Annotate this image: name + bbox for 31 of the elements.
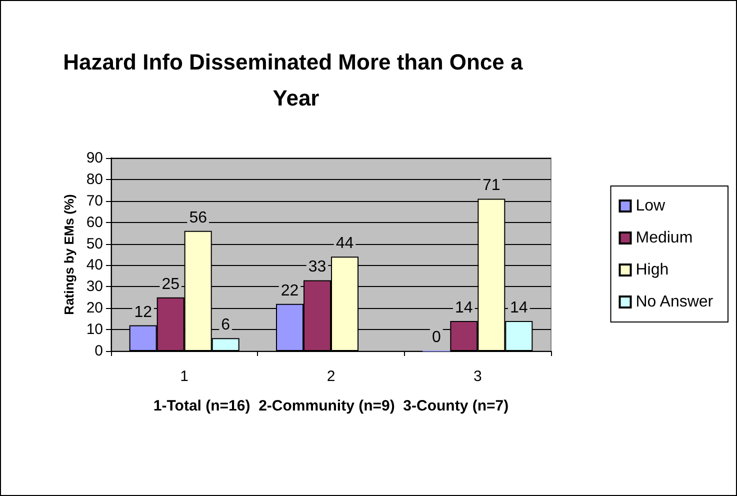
y-tick-label: 0 — [94, 342, 103, 360]
legend-label: High — [636, 262, 669, 278]
data-label: 25 — [162, 276, 180, 293]
data-label: 12 — [134, 304, 152, 321]
y-tick-label: 20 — [86, 300, 103, 317]
y-tick-label: 50 — [86, 235, 103, 252]
y-tick-label: 10 — [86, 321, 103, 338]
x-axis-title: 1-Total (n=16) 2-Community (n=9) 3-County (n=7) — [153, 398, 509, 414]
legend-label: Low — [636, 198, 666, 214]
data-label: 56 — [189, 209, 208, 226]
y-tick-label: 60 — [86, 214, 103, 231]
y-tick-label: 40 — [86, 256, 103, 274]
data-label: 33 — [308, 258, 326, 276]
x-tick-label: 3 — [473, 368, 482, 385]
data-label: 14 — [455, 299, 473, 316]
legend-label: Medium — [636, 230, 693, 246]
x-tick-label: 2 — [326, 368, 336, 385]
x-tick-label: 1 — [180, 368, 189, 385]
data-label: 14 — [510, 299, 528, 316]
data-label: 0 — [432, 329, 441, 346]
data-label: 71 — [482, 177, 500, 194]
chart-title: Hazard Info Disseminated More than Once a Year — [63, 50, 529, 110]
y-tick-label: 30 — [86, 278, 103, 296]
y-axis-title: Ratings by EMs (%) — [61, 194, 76, 315]
data-label: 44 — [336, 235, 354, 252]
data-label: 6 — [221, 316, 230, 334]
y-tick-label: 90 — [86, 150, 103, 166]
legend-label: No Answer — [636, 294, 714, 310]
y-tick-label: 80 — [86, 170, 103, 188]
y-tick-label: 70 — [86, 192, 103, 210]
data-label: 22 — [280, 282, 299, 300]
